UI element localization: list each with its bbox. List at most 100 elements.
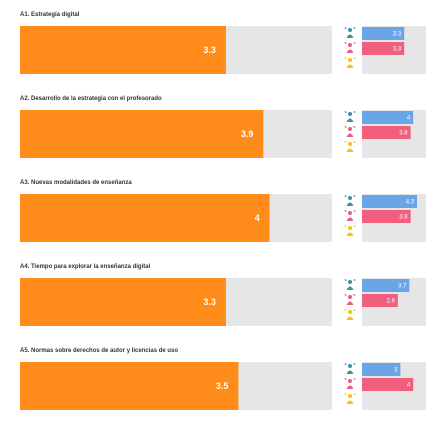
question-title: A1. Estrategia digital xyxy=(20,12,80,18)
main-bar xyxy=(20,26,226,74)
pink-figure-icon-dot xyxy=(353,210,356,212)
main-bar-value-label: 3.9 xyxy=(241,129,254,139)
question-title: A4. Tiempo para explorar la enseñanza di… xyxy=(20,264,151,270)
yellow-figure-icon xyxy=(344,225,356,236)
teal-figure-icon xyxy=(344,195,356,206)
main-bar-value-label: 3.3 xyxy=(203,297,216,307)
pink-figure-icon-dot xyxy=(353,126,356,128)
yellow-figure-icon-dot xyxy=(353,393,356,395)
yellow-figure-icon-dot xyxy=(344,393,347,395)
teal-figure-icon-body xyxy=(346,286,354,290)
pink-figure-icon-dot xyxy=(344,210,347,212)
pink-figure-icon-head xyxy=(348,379,352,383)
pink-series-bar-label: 3.8 xyxy=(399,215,408,221)
blue-series-bar xyxy=(362,111,414,124)
teal-figure-icon-body xyxy=(346,34,354,38)
yellow-figure-icon-dot xyxy=(353,309,356,311)
teal-figure-icon-dot xyxy=(353,279,356,281)
yellow-figure-icon-body xyxy=(346,316,354,320)
yellow-figure-icon-dot xyxy=(344,225,347,227)
pink-series-bar-label: 2.8 xyxy=(386,299,395,305)
blue-series-bar-label: 3.3 xyxy=(393,32,402,38)
yellow-figure-icon-body xyxy=(346,400,354,404)
main-bar-value-label: 3.3 xyxy=(203,45,216,55)
teal-figure-icon xyxy=(344,27,356,38)
pink-figure-icon-body xyxy=(346,133,354,137)
main-bar xyxy=(20,362,239,410)
yellow-figure-icon-head xyxy=(348,142,352,146)
yellow-figure-icon-dot xyxy=(353,141,356,143)
pink-series-bar-label: 4 xyxy=(407,383,411,389)
question-title: A2. Desarrollo de la estrategia con el p… xyxy=(20,96,162,102)
pink-series-bar xyxy=(362,210,411,223)
yellow-figure-icon-head xyxy=(348,394,352,398)
teal-figure-icon-dot xyxy=(344,363,347,365)
blue-series-bar xyxy=(362,27,405,40)
pink-figure-icon-head xyxy=(348,295,352,299)
main-bar-value-label: 4 xyxy=(255,213,260,223)
teal-figure-icon-dot xyxy=(353,27,356,29)
yellow-figure-icon-body xyxy=(346,232,354,236)
pink-series-bar xyxy=(362,378,414,391)
yellow-figure-icon-head xyxy=(348,310,352,314)
pink-series-bar xyxy=(362,42,405,55)
yellow-figure-icon-head xyxy=(348,58,352,62)
teal-figure-icon-body xyxy=(346,202,354,206)
pink-figure-icon-dot xyxy=(344,126,347,128)
pink-figure-icon-dot xyxy=(353,294,356,296)
blue-series-bar-label: 4 xyxy=(407,116,411,122)
teal-figure-icon xyxy=(344,111,356,122)
question-title: A3. Nuevas modalidades de enseñanza xyxy=(20,180,132,186)
pink-series-bar xyxy=(362,126,411,139)
teal-figure-icon-body xyxy=(346,370,354,374)
teal-figure-icon-head xyxy=(348,196,352,200)
teal-figure-icon-head xyxy=(348,364,352,368)
pink-figure-icon xyxy=(344,378,356,389)
pink-figure-icon-body xyxy=(346,301,354,305)
teal-figure-icon xyxy=(344,279,356,290)
pink-series-bar-label: 3.8 xyxy=(399,131,408,137)
yellow-figure-icon-dot xyxy=(353,57,356,59)
teal-figure-icon-body xyxy=(346,118,354,122)
pink-figure-icon-dot xyxy=(344,294,347,296)
pink-figure-icon xyxy=(344,294,356,305)
pink-figure-icon-dot xyxy=(344,42,347,44)
yellow-figure-icon-body xyxy=(346,148,354,152)
pink-figure-icon-body xyxy=(346,217,354,221)
teal-figure-icon-dot xyxy=(344,27,347,29)
teal-figure-icon-head xyxy=(348,112,352,116)
blue-series-bar-label: 4.3 xyxy=(406,200,415,206)
main-bar xyxy=(20,278,226,326)
pink-figure-icon xyxy=(344,210,356,221)
blue-series-bar-label: 3.7 xyxy=(398,284,407,290)
yellow-figure-icon-dot xyxy=(353,225,356,227)
pink-figure-icon-head xyxy=(348,43,352,47)
pink-figure-icon xyxy=(344,126,356,137)
yellow-figure-icon-dot xyxy=(344,57,347,59)
blue-series-bar xyxy=(362,195,418,208)
yellow-figure-icon xyxy=(344,309,356,320)
pink-figure-icon-body xyxy=(346,49,354,53)
pink-figure-icon-head xyxy=(348,127,352,131)
question-title: A5. Normas sobre derechos de autor y lic… xyxy=(20,348,178,354)
blue-series-bar-label: 3 xyxy=(394,368,398,374)
teal-figure-icon-head xyxy=(348,280,352,284)
pink-figure-icon-dot xyxy=(353,42,356,44)
main-bar xyxy=(20,110,264,158)
yellow-figure-icon-dot xyxy=(344,309,347,311)
teal-figure-icon xyxy=(344,363,356,374)
teal-figure-icon-dot xyxy=(344,111,347,113)
pink-series-bar-label: 3.3 xyxy=(393,47,402,53)
pink-figure-icon-dot xyxy=(344,378,347,380)
pink-figure-icon xyxy=(344,42,356,53)
blue-series-bar xyxy=(362,279,410,292)
yellow-figure-icon-body xyxy=(346,64,354,68)
yellow-figure-icon-dot xyxy=(344,141,347,143)
main-bar-value-label: 3.5 xyxy=(216,381,229,391)
pink-figure-icon-dot xyxy=(353,378,356,380)
yellow-figure-icon xyxy=(344,57,356,68)
teal-figure-icon-dot xyxy=(344,195,347,197)
blue-series-bar xyxy=(362,363,401,376)
teal-figure-icon-dot xyxy=(353,363,356,365)
